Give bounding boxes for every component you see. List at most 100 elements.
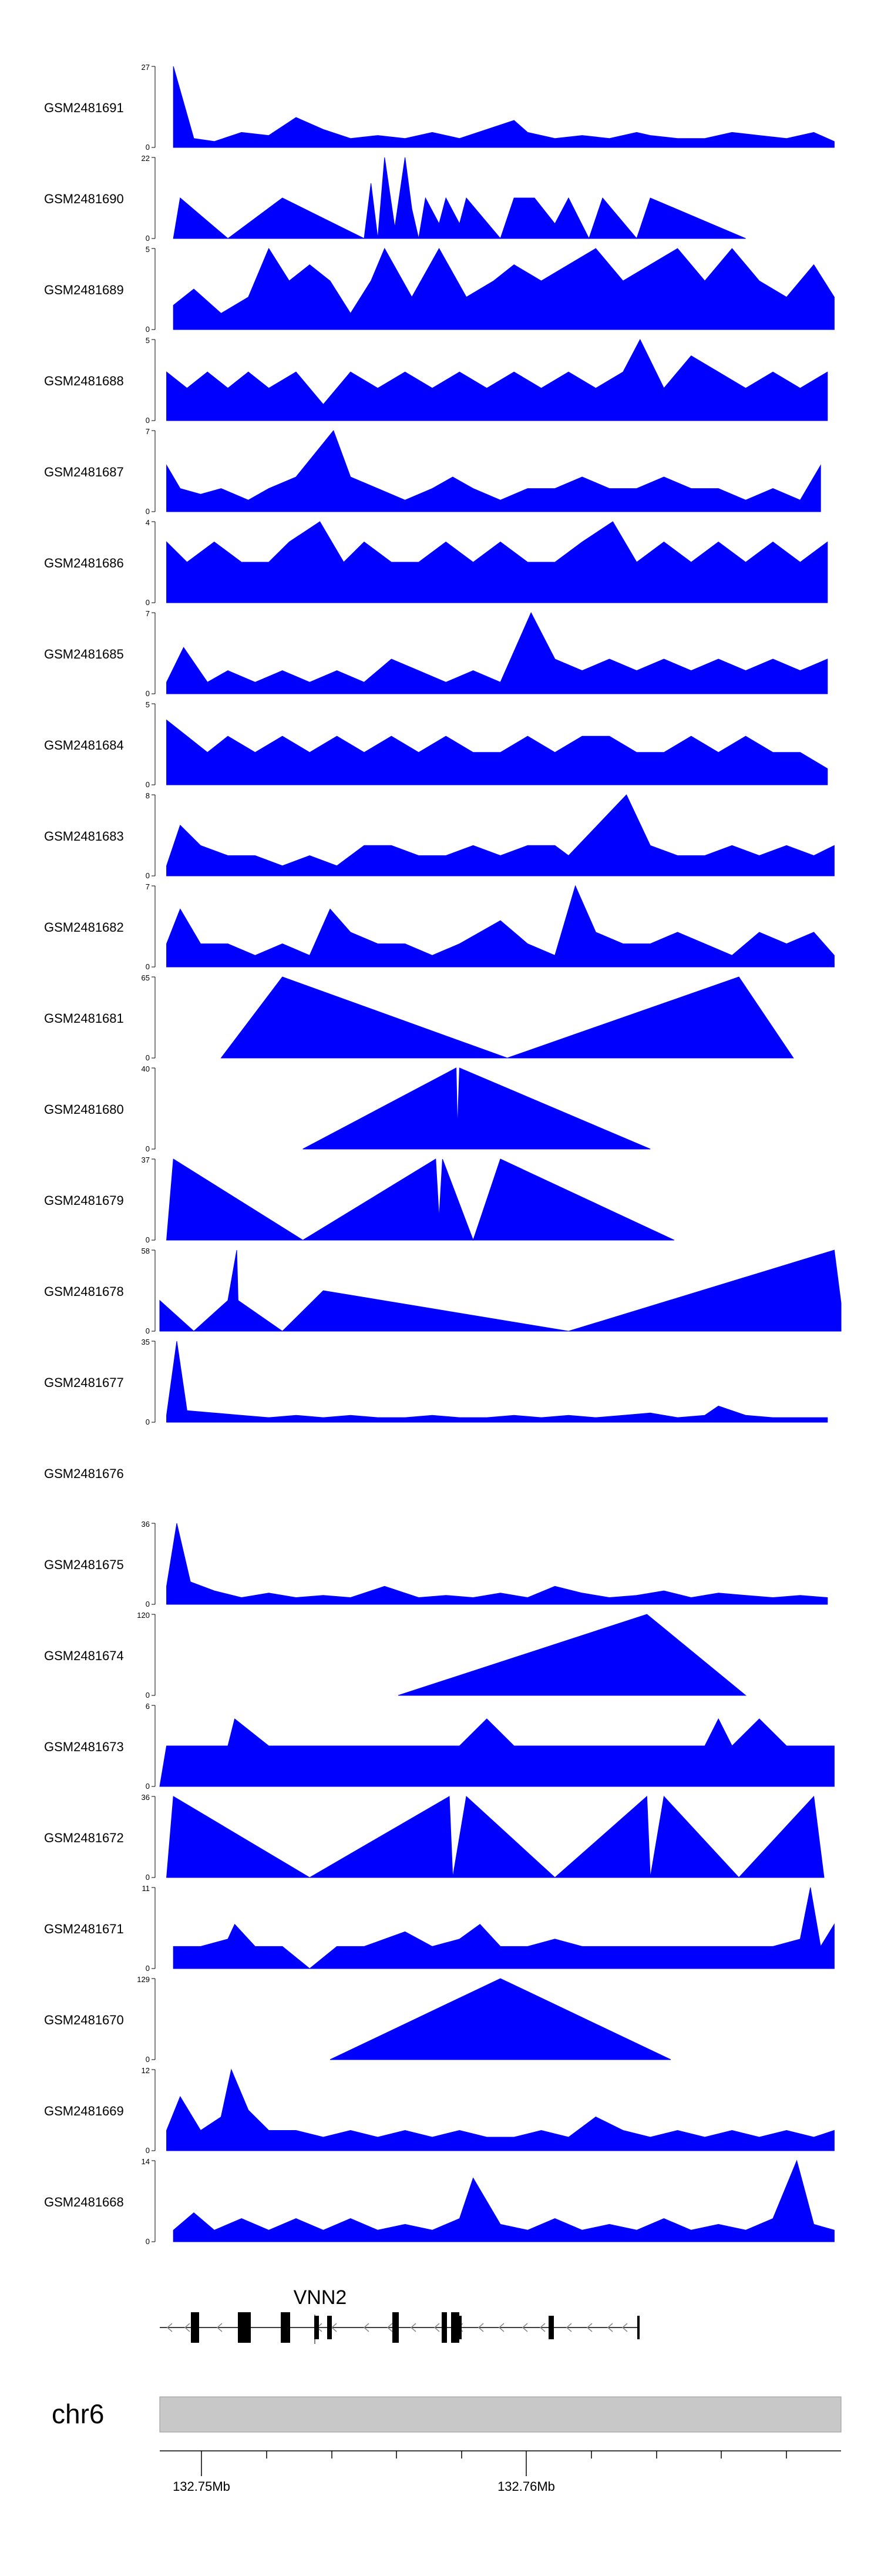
track-label: GSM2481685 xyxy=(44,647,124,661)
track-label: GSM2481683 xyxy=(44,829,124,844)
coverage-area xyxy=(166,338,828,421)
track-label: GSM2481672 xyxy=(44,1831,124,1845)
track-label: GSM2481673 xyxy=(44,1739,124,1754)
y-tick-label-zero: 0 xyxy=(146,1964,150,1973)
y-tick-label-zero: 0 xyxy=(146,598,150,607)
y-tick-label-max: 58 xyxy=(142,1247,150,1255)
y-tick-label-max: 6 xyxy=(146,1702,150,1711)
strand-arrow xyxy=(410,2323,416,2332)
strand-arrow xyxy=(184,2323,190,2332)
y-tick-label-max: 11 xyxy=(142,1884,150,1893)
coverage-tracks: GSM2481691270GSM2481690220GSM248168950GS… xyxy=(44,63,842,2246)
coverage-area xyxy=(220,976,794,1059)
exon xyxy=(451,2312,459,2343)
strand-arrow xyxy=(363,2323,369,2332)
coverage-area xyxy=(173,1887,835,1969)
track-GSM2481670: GSM2481670 129 0 xyxy=(44,1975,671,2064)
y-tick-label-zero: 0 xyxy=(146,1600,150,1608)
gene-label: VNN2 xyxy=(294,2286,347,2309)
track-label: GSM2481671 xyxy=(44,1922,124,1936)
coverage-area xyxy=(166,885,835,968)
strand-arrow xyxy=(386,2323,393,2332)
y-tick-label-max: 7 xyxy=(146,427,150,436)
y-tick-label-zero: 0 xyxy=(146,234,150,243)
track-GSM2481687: GSM2481687 7 0 xyxy=(44,427,821,516)
y-tick-label-max: 35 xyxy=(142,1338,150,1346)
track-label: GSM2481676 xyxy=(44,1466,124,1481)
y-tick-label-zero: 0 xyxy=(146,689,150,698)
coverage-area xyxy=(166,612,828,694)
track-label: GSM2481680 xyxy=(44,1102,124,1117)
exon xyxy=(248,2312,251,2343)
coverage-area xyxy=(173,157,746,240)
chromosome-label: chr6 xyxy=(52,2399,104,2429)
strand-arrow xyxy=(621,2323,628,2332)
y-tick-label-max: 5 xyxy=(146,700,150,709)
y-tick-label-max: 5 xyxy=(146,245,150,254)
y-tick-label-max: 14 xyxy=(142,2157,150,2166)
y-tick-label-zero: 0 xyxy=(146,1053,150,1062)
coverage-area xyxy=(398,1614,747,1696)
coverage-area xyxy=(159,1718,835,1787)
track-GSM2481684: GSM2481684 5 0 xyxy=(44,700,828,789)
y-tick-label-max: 4 xyxy=(146,518,150,527)
exons xyxy=(191,2312,640,2344)
y-tick-label-max: 7 xyxy=(146,882,150,891)
y-tick-label-max: 37 xyxy=(142,1156,150,1164)
track-GSM2481682: GSM2481682 7 0 xyxy=(44,882,835,971)
chromosome-ideogram: chr6 xyxy=(52,2396,842,2433)
exon xyxy=(191,2312,199,2343)
coverage-area xyxy=(166,1523,828,1605)
track-label: GSM2481689 xyxy=(44,283,124,297)
track-label: GSM2481674 xyxy=(44,1648,124,1663)
tick-label-132-76: 132.76Mb xyxy=(497,2479,555,2494)
coverage-area xyxy=(166,2068,835,2151)
y-tick-label-zero: 0 xyxy=(146,143,150,152)
gene-track: VNN2 xyxy=(160,2286,640,2344)
y-tick-label-zero: 0 xyxy=(146,1326,150,1335)
y-tick-label-max: 7 xyxy=(146,609,150,618)
track-label: GSM2481690 xyxy=(44,192,124,206)
y-tick-label-zero: 0 xyxy=(146,1691,150,1700)
y-tick-label-max: 40 xyxy=(142,1064,150,1073)
exon xyxy=(549,2316,554,2339)
exon xyxy=(314,2316,319,2339)
strand-arrow xyxy=(433,2323,440,2332)
coverage-area xyxy=(166,521,828,603)
y-tick-label-max: 120 xyxy=(137,1611,150,1620)
strand-arrow xyxy=(586,2323,593,2332)
track-label: GSM2481681 xyxy=(44,1011,124,1026)
coverage-area xyxy=(302,1067,651,1150)
track-label: GSM2481678 xyxy=(44,1284,124,1299)
y-tick-label-max: 36 xyxy=(142,1520,150,1529)
y-tick-label-zero: 0 xyxy=(146,507,150,516)
track-GSM2481673: GSM2481673 6 0 xyxy=(44,1702,835,1791)
strand-arrow xyxy=(166,2323,173,2332)
track-GSM2481676: GSM2481676 xyxy=(44,1466,124,1481)
y-tick-label-zero: 0 xyxy=(146,1418,150,1426)
y-tick-label-zero: 0 xyxy=(146,871,150,880)
strand-arrow xyxy=(522,2323,528,2332)
track-GSM2481688: GSM2481688 5 0 xyxy=(44,336,828,425)
coverage-area xyxy=(166,719,828,785)
y-tick-label-zero: 0 xyxy=(146,325,150,334)
track-GSM2481674: GSM2481674 120 0 xyxy=(44,1611,747,1700)
y-tick-label-zero: 0 xyxy=(146,780,150,789)
track-label: GSM2481679 xyxy=(44,1193,124,1208)
coverage-area xyxy=(166,1158,675,1241)
y-tick-label-zero: 0 xyxy=(146,416,150,425)
track-GSM2481680: GSM2481680 40 0 xyxy=(44,1064,651,1153)
track-GSM2481681: GSM2481681 65 0 xyxy=(44,973,794,1062)
tick-label-132-75: 132.75Mb xyxy=(173,2479,230,2494)
strand-arrow xyxy=(539,2323,546,2332)
coverage-area xyxy=(166,794,835,876)
exon xyxy=(637,2316,640,2339)
y-tick-label-zero: 0 xyxy=(146,1873,150,1882)
y-tick-label-zero: 0 xyxy=(146,2146,150,2155)
axis-ticks xyxy=(201,2451,787,2476)
track-label: GSM2481684 xyxy=(44,738,124,753)
genome-axis: 132.75Mb 132.76Mb xyxy=(160,2450,841,2494)
track-label: GSM2481670 xyxy=(44,2013,124,2027)
track-GSM2481691: GSM2481691 27 0 xyxy=(44,63,835,152)
